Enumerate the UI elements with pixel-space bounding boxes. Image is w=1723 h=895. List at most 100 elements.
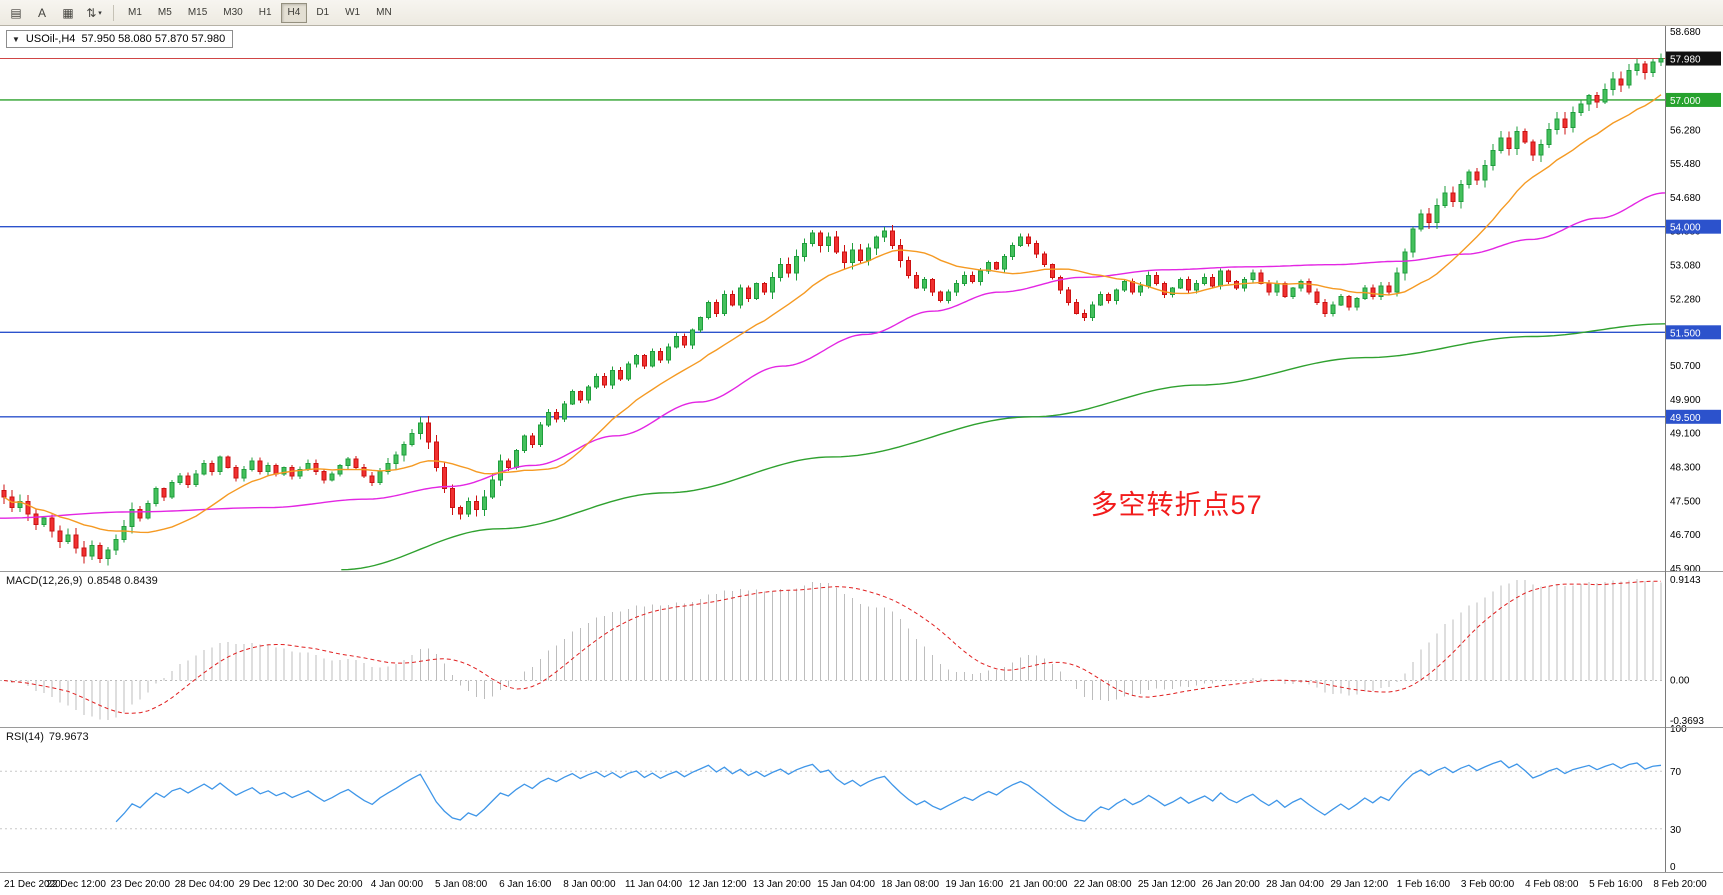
timeframe-m1[interactable]: M1 <box>128 7 142 18</box>
timeframe-mn[interactable]: MN <box>376 7 392 18</box>
rsi-values-text: 79.9673 <box>48 731 89 743</box>
chevron-down-icon: ▼ <box>12 34 20 44</box>
svg-text:57.000: 57.000 <box>1670 96 1701 107</box>
svg-text:0.00: 0.00 <box>1670 675 1690 686</box>
svg-text:51.500: 51.500 <box>1670 328 1701 339</box>
svg-text:45.900: 45.900 <box>1670 564 1701 575</box>
svg-text:13 Jan 20:00: 13 Jan 20:00 <box>753 879 811 890</box>
svg-text:5 Jan 08:00: 5 Jan 08:00 <box>435 879 488 890</box>
timeframe-h4[interactable]: H4 <box>280 2 308 23</box>
timeframe-h1[interactable]: H1 <box>258 7 272 18</box>
chart-symbol-period: USOil-,H4 <box>25 33 76 45</box>
price-axis-labels: 58.68056.28055.48054.68053.88053.08052.2… <box>1666 27 1721 575</box>
svg-text:5 Feb 16:00: 5 Feb 16:00 <box>1589 879 1643 890</box>
svg-text:18 Jan 08:00: 18 Jan 08:00 <box>881 879 939 890</box>
svg-text:48.300: 48.300 <box>1670 462 1701 473</box>
macd-axis-labels: 0.9143 0.00 -0.3693 <box>1670 575 1704 727</box>
scale-mode-icon: ⇅ <box>86 5 97 20</box>
svg-text:11 Jan 04:00: 11 Jan 04:00 <box>625 879 683 890</box>
svg-text:22 Jan 08:00: 22 Jan 08:00 <box>1074 879 1132 890</box>
chart-ohlc-quote: 57.950 58.080 57.870 57.980 <box>81 33 226 45</box>
chart-window-icon: ▤ <box>10 5 22 20</box>
svg-text:4 Feb 08:00: 4 Feb 08:00 <box>1525 879 1579 890</box>
macd-label: MACD(12,26,9) 0.8548 0.8439 <box>6 575 158 587</box>
rsi-name-text: RSI(14) <box>6 731 44 743</box>
letter-a-button[interactable]: A <box>29 3 55 23</box>
svg-text:55.480: 55.480 <box>1670 159 1701 170</box>
svg-text:28 Dec 04:00: 28 Dec 04:00 <box>175 879 235 890</box>
chart-title-box[interactable]: ▼ USOil-,H4 57.950 58.080 57.870 57.980 <box>6 30 234 48</box>
rsi-axis-labels: 100 70 30 0 <box>1670 724 1687 873</box>
rsi-line <box>115 760 1662 823</box>
svg-text:46.700: 46.700 <box>1670 530 1701 541</box>
candles-layer <box>1 53 1664 566</box>
svg-text:49.500: 49.500 <box>1670 413 1701 424</box>
horizontal-level-lines <box>0 99 1665 418</box>
price-axis[interactable] <box>1665 26 1723 873</box>
rsi-label: RSI(14) 79.9673 <box>6 731 89 743</box>
svg-text:57.980: 57.980 <box>1670 55 1701 66</box>
svg-text:22 Dec 12:00: 22 Dec 12:00 <box>46 879 106 890</box>
ma-orange-line <box>3 94 1662 534</box>
toolbar-separator <box>113 4 114 21</box>
svg-text:29 Dec 12:00: 29 Dec 12:00 <box>239 879 299 890</box>
svg-text:8 Jan 00:00: 8 Jan 00:00 <box>563 879 616 890</box>
chart-area[interactable]: 58.68056.28055.48054.68053.88053.08052.2… <box>0 26 1723 895</box>
chart-window-button[interactable]: ▤ <box>3 3 29 23</box>
svg-text:52.280: 52.280 <box>1670 294 1701 305</box>
macd-name-text: MACD(12,26,9) <box>6 575 83 587</box>
svg-text:30: 30 <box>1670 825 1682 836</box>
svg-text:25 Jan 12:00: 25 Jan 12:00 <box>1138 879 1196 890</box>
timeframe-group: M1 M5 M15 M30 H1 H4 D1 W1 MN <box>120 2 400 23</box>
svg-text:54.680: 54.680 <box>1670 193 1701 204</box>
svg-text:53.080: 53.080 <box>1670 261 1701 272</box>
macd-values-text: 0.8548 0.8439 <box>87 575 158 587</box>
svg-text:54.000: 54.000 <box>1670 223 1701 234</box>
pane-splitters <box>0 26 1723 873</box>
svg-text:49.900: 49.900 <box>1670 395 1701 406</box>
svg-text:21 Dec 2020: 21 Dec 2020 <box>4 879 61 890</box>
chart-canvas[interactable]: 58.68056.28055.48054.68053.88053.08052.2… <box>0 26 1723 895</box>
svg-text:30 Dec 20:00: 30 Dec 20:00 <box>303 879 363 890</box>
chart-annotation: 多空转折点57 <box>1090 490 1263 521</box>
svg-text:8 Feb 20:00: 8 Feb 20:00 <box>1653 879 1707 890</box>
timeframe-m30[interactable]: M30 <box>223 7 243 18</box>
templates-icon: ▦ <box>62 5 74 20</box>
svg-text:0: 0 <box>1670 862 1676 873</box>
ma-magenta-line <box>0 192 1666 519</box>
timeframe-w1[interactable]: W1 <box>345 7 361 18</box>
timeframe-m5[interactable]: M5 <box>157 7 172 18</box>
svg-text:4 Jan 00:00: 4 Jan 00:00 <box>371 879 424 890</box>
scale-mode-button[interactable]: ⇅ ▾ <box>81 3 107 23</box>
svg-text:23 Dec 20:00: 23 Dec 20:00 <box>111 879 171 890</box>
chevron-down-icon: ▾ <box>98 9 102 17</box>
timeframe-m15[interactable]: M15 <box>187 7 208 18</box>
svg-text:1 Feb 16:00: 1 Feb 16:00 <box>1397 879 1451 890</box>
svg-text:58.680: 58.680 <box>1670 27 1701 38</box>
svg-text:49.100: 49.100 <box>1670 429 1701 440</box>
macd-histogram <box>11 579 1662 720</box>
svg-text:0.9143: 0.9143 <box>1670 575 1701 586</box>
macd-signal-line <box>3 580 1662 714</box>
svg-text:50.700: 50.700 <box>1670 361 1701 372</box>
svg-text:12 Jan 12:00: 12 Jan 12:00 <box>689 879 747 890</box>
svg-text:-0.3693: -0.3693 <box>1670 716 1704 727</box>
svg-text:28 Jan 04:00: 28 Jan 04:00 <box>1266 879 1324 890</box>
timeframe-d1[interactable]: D1 <box>316 7 330 18</box>
svg-text:56.280: 56.280 <box>1670 125 1701 136</box>
svg-text:47.500: 47.500 <box>1670 496 1701 507</box>
svg-text:100: 100 <box>1670 724 1687 735</box>
svg-text:3 Feb 00:00: 3 Feb 00:00 <box>1461 879 1515 890</box>
ma-green-line <box>341 323 1666 571</box>
svg-text:19 Jan 16:00: 19 Jan 16:00 <box>945 879 1003 890</box>
toolbar: ▤ A ▦ ⇅ ▾ M1 M5 M15 M30 H1 H4 D1 W1 MN <box>0 0 1723 26</box>
svg-text:6 Jan 16:00: 6 Jan 16:00 <box>499 879 552 890</box>
svg-text:21 Jan 00:00: 21 Jan 00:00 <box>1010 879 1068 890</box>
time-axis[interactable] <box>0 873 1665 895</box>
svg-text:70: 70 <box>1670 767 1682 778</box>
svg-text:29 Jan 12:00: 29 Jan 12:00 <box>1330 879 1388 890</box>
templates-button[interactable]: ▦ <box>55 3 81 23</box>
svg-text:15 Jan 04:00: 15 Jan 04:00 <box>817 879 875 890</box>
toolbar-icons: ▤ A ▦ ⇅ ▾ <box>3 3 107 23</box>
